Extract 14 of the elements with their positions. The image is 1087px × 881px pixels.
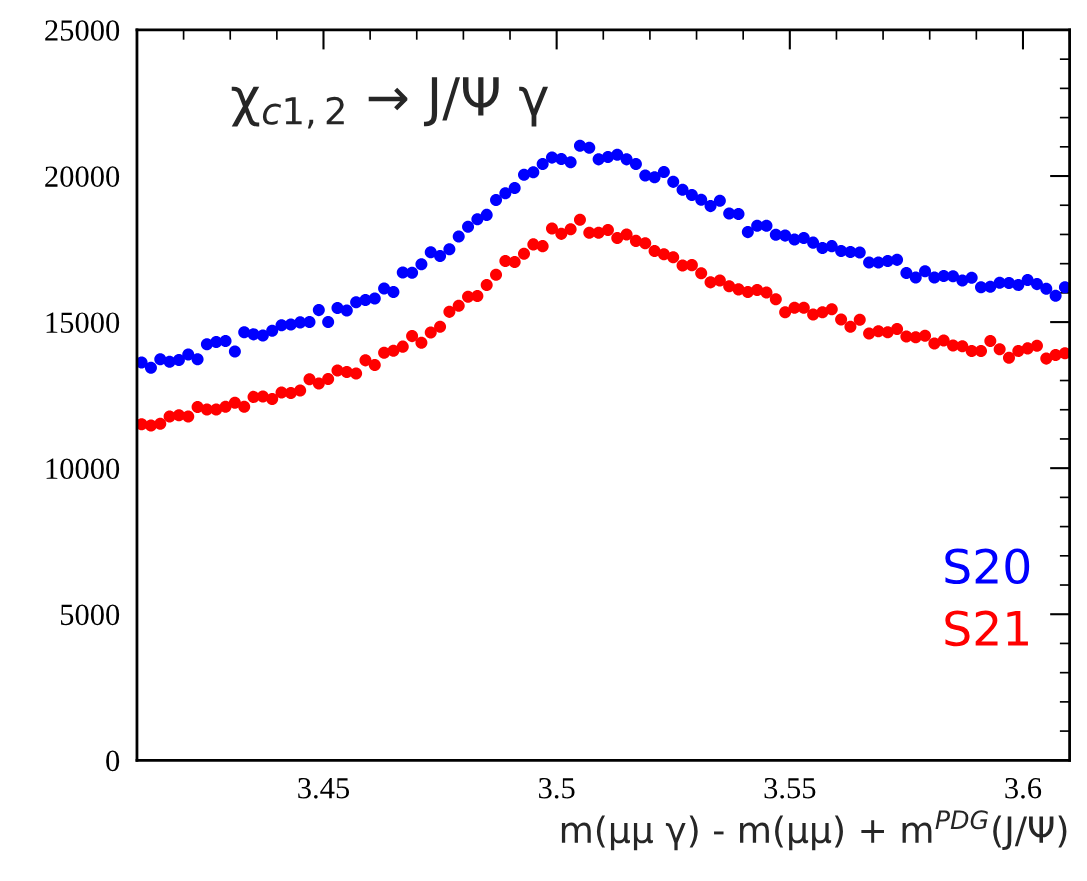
x-axis-title: m(μμ γ) - m(μμ) + m$^{PDG}$(J/Ψ) [561, 810, 1067, 851]
x-tick-label: 3.45 [298, 777, 350, 799]
x-tick-label: 3.5 [539, 777, 575, 799]
y-tick-label: 20000 [45, 166, 120, 187]
y-tick-label: 5000 [60, 604, 120, 626]
x-tick-label: 3.55 [764, 777, 816, 799]
x-tick-label: 3.6 [1005, 777, 1042, 799]
y-tick-label: 15000 [46, 312, 120, 333]
text: χ$_{c1,2}$ → J/Ψ γ [231, 77, 549, 129]
text: S21 [945, 610, 1028, 647]
text: S20 [945, 548, 1030, 585]
y-tick-label: 25000 [45, 20, 120, 41]
y-tick-label: 0 [106, 750, 120, 772]
y-tick-label: 10000 [46, 458, 120, 480]
